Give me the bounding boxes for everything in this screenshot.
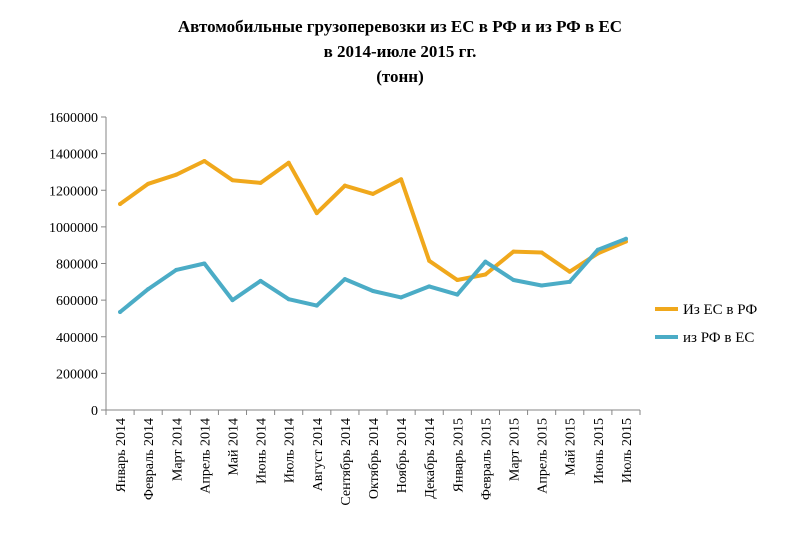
x-tick-label: Январь 2015 [451,418,466,492]
y-tick-label: 1600000 [49,111,98,126]
y-tick-label: 400000 [56,331,98,346]
x-tick-label: Июнь 2014 [255,418,270,484]
data-point [342,183,347,188]
data-point [314,211,319,216]
series-line-2 [118,236,628,314]
legend-label: Из ЕС в РФ [683,302,757,318]
data-point [567,269,572,274]
data-point [202,261,207,266]
x-tick-label: Ноябрь 2014 [395,418,410,493]
data-point [230,178,235,183]
data-point [427,258,432,263]
x-tick-label: Июль 2014 [283,418,298,483]
legend-label: из РФ в ЕС [683,330,754,346]
data-point [371,288,375,293]
data-point [511,249,516,254]
data-point [483,259,488,264]
legend: Из ЕС в РФ из РФ в ЕС [655,302,757,346]
data-point [399,295,404,300]
chart-title-line-2: в 2014-июле 2015 гг. [324,42,477,61]
chart-title: Автомобильные грузоперевозки из ЕС в РФ … [178,17,622,86]
x-tick-label: Февраль 2014 [142,418,157,500]
y-tick-label: 600000 [56,294,98,309]
data-point [118,310,123,315]
data-point [427,284,432,289]
data-point [286,160,291,165]
data-point [286,297,291,302]
data-point [146,181,151,186]
y-tick-label: 800000 [56,258,98,273]
x-tick-label: Октябрь 2014 [367,418,382,499]
chart-title-line-1: Автомобильные грузоперевозки из ЕС в РФ … [178,17,622,36]
x-tick-label: Июнь 2015 [592,418,607,484]
data-point [174,267,179,272]
data-point [258,278,263,283]
y-tick-label: 0 [91,404,98,419]
data-point [539,283,544,288]
data-point [455,292,460,297]
series-lines [118,158,628,315]
data-point [230,298,235,303]
data-point [174,172,179,177]
y-tick-label: 1400000 [49,148,98,163]
x-tick-label: Май 2014 [226,418,241,476]
data-point [202,158,207,163]
x-tick-label: Март 2014 [170,418,185,481]
x-tick-label: Январь 2014 [114,418,129,492]
data-point [146,287,151,292]
data-point [342,277,347,282]
x-tick-label: Апрель 2014 [198,418,213,494]
data-point [595,247,600,252]
data-point [511,277,516,282]
series-line-1 [118,159,628,282]
x-tick-label: Февраль 2015 [479,418,494,500]
data-point [258,180,263,185]
data-point [371,191,375,196]
y-tick-label: 1200000 [49,184,98,199]
data-point [567,279,572,284]
x-axis: Январь 2014 Февраль 2014 Март 2014 Апрель 2… [105,409,641,506]
x-tick-label: Июль 2015 [620,418,635,483]
data-point [623,236,628,241]
y-axis: 0 200000 400000 600000 800000 1000000 1200000 1… [49,111,107,419]
x-tick-label: Декабрь 2014 [423,418,438,499]
data-point [455,277,460,282]
chart-title-line-3: (тонн) [376,67,424,86]
data-point [483,272,488,277]
y-tick-label: 200000 [56,367,98,382]
x-tick-label: Август 2014 [311,418,326,491]
data-point [314,303,319,308]
data-point [539,250,544,255]
data-point [118,201,123,206]
x-tick-label: Май 2015 [564,418,579,476]
x-tick-label: Сентябрь 2014 [339,418,354,506]
x-tick-label: Апрель 2015 [536,418,551,494]
x-tick-label: Март 2015 [508,418,523,481]
data-point [399,177,404,182]
y-tick-label: 1000000 [49,221,98,236]
